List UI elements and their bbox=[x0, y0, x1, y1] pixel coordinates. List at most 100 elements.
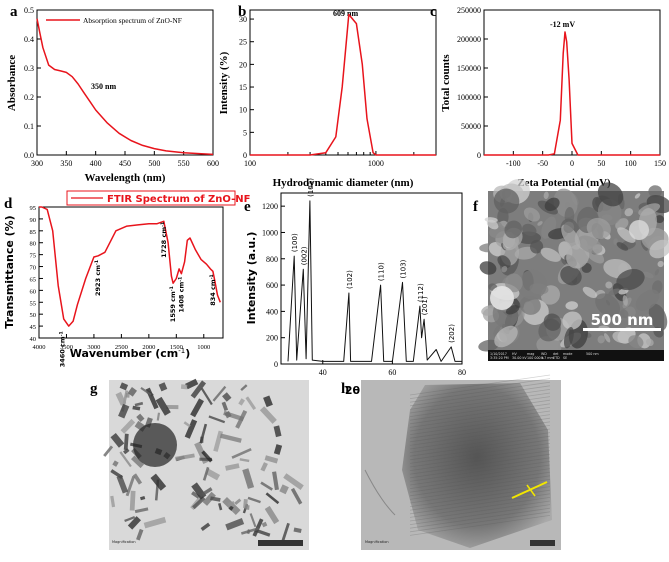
x-tick-label: 1000 bbox=[368, 159, 384, 168]
annotation-609nm: 609 nm bbox=[333, 9, 358, 18]
sem-info-value: ETD bbox=[553, 356, 560, 360]
panel-letter-e: e bbox=[244, 199, 251, 215]
y-tick-label: 25 bbox=[239, 38, 247, 47]
x-tick-label: 100 bbox=[244, 159, 256, 168]
sem-info-label: 500 nm bbox=[586, 352, 599, 356]
peak-label-e: (103) bbox=[399, 259, 407, 278]
peak-label-e: (202) bbox=[448, 324, 456, 343]
peak-label-e: (110) bbox=[378, 262, 386, 281]
sem-info-value: 3:35:20 PM bbox=[490, 356, 509, 360]
sem-info-value: 100 000 x bbox=[527, 356, 544, 360]
legend-text-a: Absorption spectrum of ZnO-NF bbox=[83, 16, 182, 25]
panel-letter-a: a bbox=[10, 4, 18, 20]
x-tick-label: 300 bbox=[31, 159, 43, 168]
sem-info-label: mode bbox=[563, 352, 572, 356]
x-ticks-b: 100 1000 bbox=[244, 151, 437, 168]
panel-b: b 100 1000 0 5 10 15 20 25 30 Hydrodynamic diam… bbox=[218, 4, 437, 189]
y-tick-label: 800 bbox=[266, 255, 278, 264]
annotation-350nm: 350 nm bbox=[91, 82, 116, 91]
x-tick-label: 1000 bbox=[197, 344, 210, 351]
y-ticks-b: 0 5 10 15 20 25 30 bbox=[239, 15, 254, 160]
y-tick-label: 200 bbox=[266, 334, 278, 343]
x-tick-label: 550 bbox=[178, 159, 190, 168]
x-tick-label: -50 bbox=[537, 159, 548, 168]
y-tick-label: 0.5 bbox=[24, 6, 34, 15]
y-tick-label: 85 bbox=[30, 229, 37, 236]
y-axis-label-d: Transmittance (%) bbox=[3, 215, 16, 328]
y-tick-label: 100000 bbox=[457, 93, 481, 102]
y-tick-label: 20 bbox=[239, 60, 247, 69]
y-axis-label-b: Intensity (%) bbox=[218, 51, 230, 114]
x-tick-label: 400 bbox=[90, 159, 102, 168]
x-tick-label: 3000 bbox=[87, 344, 100, 351]
y-tick-label: 400 bbox=[266, 307, 278, 316]
series-a bbox=[36, 18, 214, 156]
series-line bbox=[39, 206, 221, 327]
peak-label-e: (100) bbox=[291, 233, 299, 252]
y-tick-label: 60 bbox=[30, 288, 37, 295]
panel-letter-h: h bbox=[341, 381, 350, 397]
caption-g: Magnification bbox=[112, 540, 136, 544]
scale-bar-f bbox=[583, 328, 661, 331]
x-axis-label-d: Wavenumber (cm-1) bbox=[70, 347, 191, 360]
y-tick-label: 0.1 bbox=[24, 122, 34, 131]
series-c bbox=[484, 31, 660, 156]
y-tick-label: 30 bbox=[239, 15, 247, 24]
x-tick-label: 600 bbox=[207, 159, 219, 168]
series-line bbox=[250, 13, 436, 156]
series-line bbox=[484, 31, 660, 156]
y-tick-label: 1200 bbox=[262, 202, 278, 211]
x-axis-label-a: Wavelength (nm) bbox=[85, 172, 166, 184]
x-tick-label: 350 bbox=[60, 159, 72, 168]
x-tick-label: 50 bbox=[597, 159, 605, 168]
y-tick-label: 95 bbox=[30, 205, 37, 212]
peak-label-e: (002) bbox=[300, 246, 308, 265]
y-tick-label: 5 bbox=[243, 128, 247, 137]
legend-text-d: FTIR Spectrum of ZnO-NF bbox=[107, 194, 250, 205]
y-ticks-a: 0.0 0.1 0.2 0.3 0.4 0.5 bbox=[24, 6, 41, 160]
y-tick-label: 150000 bbox=[457, 64, 481, 73]
y-tick-label: 250000 bbox=[457, 6, 481, 15]
lattice-marker-h bbox=[511, 481, 548, 499]
y-tick-label: 50000 bbox=[461, 122, 481, 131]
sem-info-label: HV bbox=[512, 352, 517, 356]
peak-label-d: 1559 cm-1 bbox=[169, 286, 177, 322]
peak-labels-d: 3460 cm-1 2923 cm-1 1728 cm-1 1559 cm-1 1408… bbox=[59, 222, 217, 367]
sem-info-label: mag bbox=[527, 352, 534, 356]
x-axis-label-c: Zeta Potential (mV) bbox=[517, 177, 611, 189]
y-tick-label: 90 bbox=[30, 217, 37, 224]
panel-c: c -100 -50 0 50 100 150 0 50000 100000 150000 200… bbox=[430, 4, 666, 189]
plot-frame-e bbox=[280, 192, 463, 365]
scale-bar-h bbox=[530, 540, 555, 546]
peak-label-d: 834 cm-1 bbox=[209, 274, 217, 305]
tem-image-g bbox=[103, 378, 309, 550]
y-tick-label: 10 bbox=[239, 106, 247, 115]
sem-info-bar: 1/10/2017 HV mag WD det mode 500 nm 3:35:20 PM 3… bbox=[490, 352, 599, 360]
peak-label-e: (112) bbox=[417, 283, 425, 302]
y-tick-label: 0.2 bbox=[24, 93, 34, 102]
x-ticks-e: 40 60 80 bbox=[319, 360, 466, 377]
sem-image bbox=[478, 178, 669, 361]
panel-letter-c: c bbox=[430, 4, 437, 20]
legend-box-d bbox=[66, 190, 236, 206]
peak-label-d: 1408 cm-1 bbox=[177, 277, 185, 313]
sem-info-label: det bbox=[553, 352, 559, 356]
panel-letter-g: g bbox=[90, 381, 98, 397]
y-tick-label: 600 bbox=[266, 281, 278, 290]
panel-letter-b: b bbox=[238, 4, 246, 20]
sem-info-label: 1/10/2017 bbox=[490, 352, 507, 356]
hrtem-image-h bbox=[361, 374, 561, 550]
x-tick-label: 500 bbox=[148, 159, 160, 168]
series-line bbox=[36, 18, 214, 156]
panel-a: a 300 350 400 450 500 550 600 0.00.10.20.30.40… bbox=[6, 4, 219, 184]
x-ticks-d: 4000 3500 3000 2500 2000 1500 1000 bbox=[33, 334, 210, 351]
series-b bbox=[250, 13, 436, 156]
x-ticks-a: 300 350 400 450 500 550 600 bbox=[31, 151, 219, 168]
peak-label-d: 1728 cm-1 bbox=[160, 222, 168, 258]
y-ticks-e: 0 200 400 600 800 1000 1200 bbox=[262, 202, 285, 369]
y-tick-label: 0 bbox=[477, 151, 481, 160]
peak-labels-e: (100)(002) (101) (102) (110) (103) (112)(201)… bbox=[291, 178, 456, 343]
peak-label-e: (101) bbox=[307, 178, 315, 197]
